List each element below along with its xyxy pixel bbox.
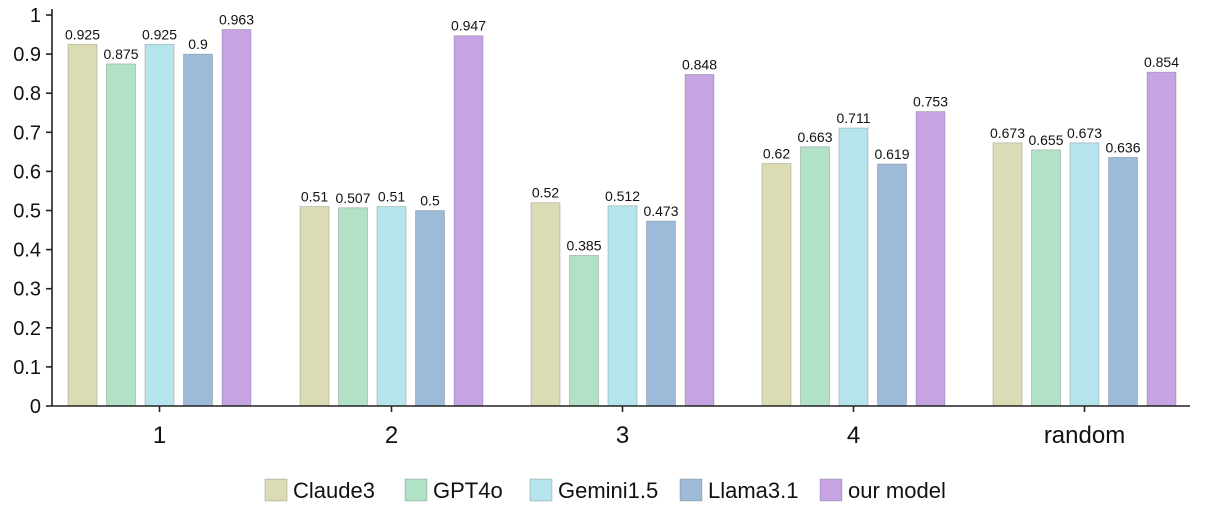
bar-claude3-4 (761, 163, 792, 407)
bar-claude3-1 (67, 43, 98, 407)
data-label: 0.5 (420, 193, 440, 209)
data-label: 0.385 (566, 237, 601, 253)
data-label: 0.619 (874, 146, 909, 162)
legend-swatch (264, 478, 288, 502)
data-label: 0.62 (763, 146, 790, 162)
data-label: 0.848 (682, 56, 717, 72)
legend: Claude3 GPT4o Gemini1.5 Llama3.1 our model (264, 478, 946, 503)
data-label: 0.925 (65, 26, 100, 42)
legend-swatch (819, 478, 843, 502)
bar-claude3-random (992, 142, 1023, 407)
y-axis: 0 0.1 0.2 0.3 0.4 0.5 0.6 0.7 0.8 0.9 1 (13, 5, 53, 418)
data-label: 0.875 (103, 46, 138, 62)
legend-swatch (679, 478, 703, 502)
legend-swatch (404, 478, 428, 502)
data-label: 0.925 (142, 26, 177, 42)
bar-llama3.1-1 (183, 53, 213, 407)
data-label: 0.507 (335, 190, 370, 206)
x-tick-label: 3 (616, 422, 629, 449)
data-label: 0.9 (188, 36, 208, 52)
legend-label: GPT4o (433, 478, 503, 503)
bar-our-model-4 (915, 111, 946, 407)
bar-gpt4o-3 (569, 255, 599, 407)
bar-our-model-random (1146, 71, 1177, 407)
bar-llama3.1-2 (415, 210, 445, 407)
data-label: 0.963 (219, 11, 254, 27)
data-label: 0.655 (1028, 132, 1063, 148)
y-tick-label: 0.3 (13, 279, 41, 301)
data-label: 0.636 (1105, 139, 1140, 155)
bar-gemini1.5-random (1069, 142, 1100, 407)
bar-gemini1.5-1 (144, 43, 175, 407)
bar-gpt4o-2 (338, 207, 368, 407)
data-label: 0.51 (301, 189, 328, 205)
x-axis: 1 2 3 4 random (52, 405, 1190, 449)
bar-gpt4o-1 (106, 63, 136, 407)
y-tick-label: 0.6 (13, 161, 41, 183)
bar-gpt4o-4 (800, 146, 830, 407)
x-tick-label: random (1044, 422, 1125, 449)
legend-label: Llama3.1 (708, 478, 799, 503)
data-label: 0.473 (643, 203, 678, 219)
data-label: 0.512 (605, 188, 640, 204)
bar-our-model-2 (453, 35, 484, 407)
data-label: 0.51 (378, 189, 405, 205)
x-tick-label: 1 (153, 422, 166, 449)
value-labels-layer: 0.925 0.51 0.52 0.62 0.673 0.875 0.507 0.385 0.6… (65, 11, 1179, 253)
y-tick-label: 1 (30, 5, 41, 27)
bar-claude3-3 (530, 202, 561, 407)
legend-label: Claude3 (293, 478, 375, 503)
y-tick-label: 0.4 (13, 240, 41, 262)
y-tick-label: 0 (30, 396, 41, 418)
y-tick-label: 0.7 (13, 122, 41, 144)
data-label: 0.673 (1067, 125, 1102, 141)
bar-claude3-2 (299, 206, 330, 407)
y-tick-label: 0.5 (13, 201, 41, 223)
bar-llama3.1-random (1108, 156, 1138, 407)
data-label: 0.854 (1144, 54, 1179, 70)
bar-llama3.1-3 (646, 220, 676, 407)
legend-label: our model (848, 478, 946, 503)
bar-gemini1.5-2 (376, 206, 407, 407)
y-tick-label: 0.8 (13, 83, 41, 105)
y-tick-label: 0.9 (13, 44, 41, 66)
y-tick-label: 0.1 (13, 357, 41, 379)
data-label: 0.663 (797, 129, 832, 145)
x-tick-label: 2 (385, 422, 398, 449)
data-label: 0.711 (837, 110, 871, 126)
legend-label: Gemini1.5 (558, 478, 658, 503)
data-label: 0.673 (990, 125, 1025, 141)
bar-gemini1.5-4 (838, 127, 869, 407)
bar-our-model-3 (684, 74, 715, 407)
bar-gemini1.5-3 (607, 205, 638, 407)
data-label: 0.753 (913, 94, 948, 110)
bar-our-model-1 (221, 29, 252, 407)
data-label: 0.52 (532, 185, 559, 201)
legend-swatch (529, 478, 553, 502)
x-tick-label: 4 (847, 422, 860, 449)
bar-llama3.1-4 (877, 163, 907, 407)
bar-gpt4o-random (1031, 149, 1061, 407)
data-label: 0.947 (451, 18, 486, 34)
y-tick-label: 0.2 (13, 318, 41, 340)
bars-layer (67, 29, 1177, 407)
